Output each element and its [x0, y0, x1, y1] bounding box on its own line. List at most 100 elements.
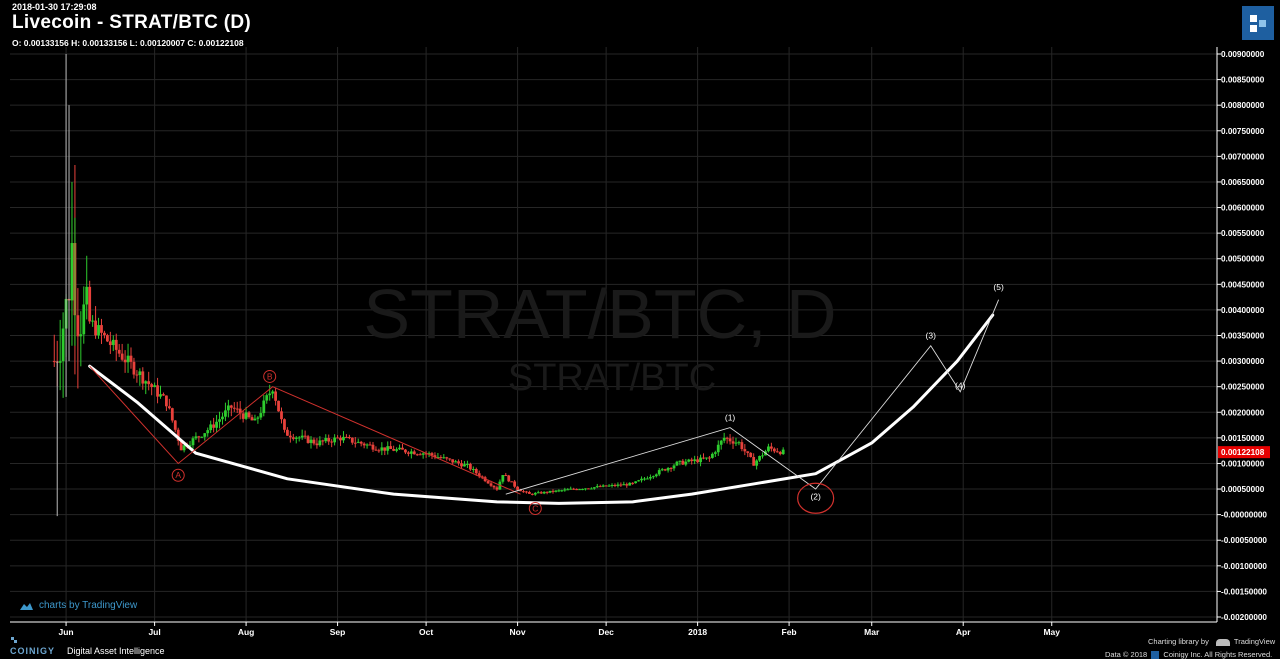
- tradingview-link[interactable]: charts by TradingView: [18, 600, 137, 611]
- candle-body: [480, 476, 484, 478]
- candle-body: [613, 484, 617, 486]
- candle-body: [719, 440, 723, 445]
- candle-body: [587, 488, 590, 490]
- candle-body: [120, 353, 124, 360]
- ohlc-readout: O: 0.00133156 H: 0.00133156 L: 0.0012000…: [12, 38, 244, 48]
- candle-body: [412, 451, 416, 455]
- candle-body: [572, 488, 576, 490]
- candle-body: [274, 391, 277, 401]
- candle-body: [516, 486, 519, 490]
- candle-body: [389, 446, 393, 449]
- candle-body: [165, 395, 168, 407]
- candle-body: [548, 490, 552, 493]
- candle-body: [61, 328, 65, 362]
- price-tick-label: 0.00500000: [1221, 255, 1265, 264]
- candle-body: [218, 419, 221, 422]
- candle-body: [699, 457, 702, 463]
- candle-body: [651, 476, 655, 478]
- candle-body: [330, 441, 334, 443]
- copyright-label: Data © 2018: [1105, 650, 1148, 659]
- candle-body: [288, 435, 292, 438]
- candle-body: [79, 334, 83, 337]
- candle-body: [463, 464, 466, 467]
- candle-body: [409, 451, 413, 454]
- candle-body: [324, 438, 328, 442]
- candle-body: [103, 332, 106, 336]
- coinigy-wordmark: COINIGY: [10, 646, 56, 656]
- candle-body: [625, 484, 629, 486]
- candle-body: [781, 449, 785, 455]
- candle-body: [684, 461, 688, 465]
- candle-body: [578, 489, 581, 491]
- price-tick-label: 0.00350000: [1221, 332, 1265, 341]
- price-tick-label: -0.00150000: [1221, 587, 1267, 596]
- candle-body: [159, 394, 162, 397]
- time-tick-label: May: [1043, 627, 1060, 637]
- candle-body: [368, 444, 372, 446]
- candle-body: [406, 452, 410, 454]
- candlestick-series: [52, 54, 785, 517]
- candle-body: [439, 457, 443, 459]
- candle-body: [542, 491, 546, 494]
- candle-body: [339, 437, 342, 441]
- candle-body: [215, 421, 218, 428]
- candle-body: [713, 452, 717, 454]
- candle-body: [353, 442, 357, 444]
- candle-body: [634, 481, 638, 484]
- price-tick-label: 0.00650000: [1221, 178, 1265, 187]
- price-axis: 0.00900000 0.00850000 0.00800000 0.00750000…: [1217, 50, 1267, 622]
- candle-body: [486, 481, 490, 484]
- time-tick-label: Sep: [330, 627, 346, 637]
- candle-body: [179, 440, 183, 451]
- candle-body: [197, 436, 201, 438]
- candle-body: [371, 444, 375, 450]
- coinigy-logo-icon[interactable]: [1242, 6, 1274, 40]
- time-tick-label: Mar: [864, 627, 880, 637]
- price-tick-label: 0.00050000: [1221, 485, 1265, 494]
- candle-body: [286, 429, 289, 436]
- wave-label: (5): [993, 282, 1004, 292]
- candle-body: [271, 391, 275, 394]
- candle-body: [52, 361, 56, 363]
- candle-body: [545, 491, 549, 493]
- candle-body: [336, 437, 339, 439]
- candle-body: [386, 446, 390, 451]
- candle-body: [468, 463, 472, 470]
- candle-body: [525, 491, 528, 493]
- candle-body: [256, 417, 260, 419]
- candle-body: [188, 445, 192, 447]
- candle-body: [395, 449, 398, 451]
- candle-body: [604, 485, 608, 487]
- abc-label-circle: [171, 468, 185, 482]
- wave-annotations: A B C (1) (2) (3) (4) (5): [88, 282, 1004, 515]
- price-tick-label: 0.00700000: [1221, 152, 1265, 161]
- candle-body: [761, 455, 764, 457]
- candle-body: [138, 371, 142, 376]
- price-tick-label: 0.00250000: [1221, 383, 1265, 392]
- watermark-sub: STRAT/BTC: [508, 357, 716, 399]
- price-tick-label: 0.00800000: [1221, 101, 1265, 110]
- candle-body: [94, 320, 97, 336]
- abc-label-circle: [528, 501, 542, 515]
- candle-body: [209, 424, 213, 431]
- candle-body: [100, 325, 103, 333]
- candle-body: [135, 374, 139, 376]
- candle-body: [244, 412, 248, 419]
- candle-body: [743, 449, 747, 452]
- candle-body: [451, 459, 455, 463]
- charting-library-credit[interactable]: Charting library by TradingView: [1148, 637, 1275, 646]
- price-tick-label: 0.00100000: [1221, 459, 1265, 468]
- copyright-rest: Coinigy Inc. All Rights Reserved.: [1163, 650, 1273, 659]
- candle-body: [342, 436, 345, 441]
- candle-body: [563, 489, 567, 491]
- time-tick-label: Feb: [782, 627, 797, 637]
- candle-body: [460, 463, 463, 467]
- candle-body: [595, 486, 599, 488]
- abc-wave-line: [89, 365, 521, 495]
- time-tick-label: Jun: [59, 627, 74, 637]
- candle-body: [489, 483, 493, 486]
- candle-body: [318, 440, 322, 446]
- candle-body: [448, 458, 452, 460]
- candle-body: [294, 437, 298, 439]
